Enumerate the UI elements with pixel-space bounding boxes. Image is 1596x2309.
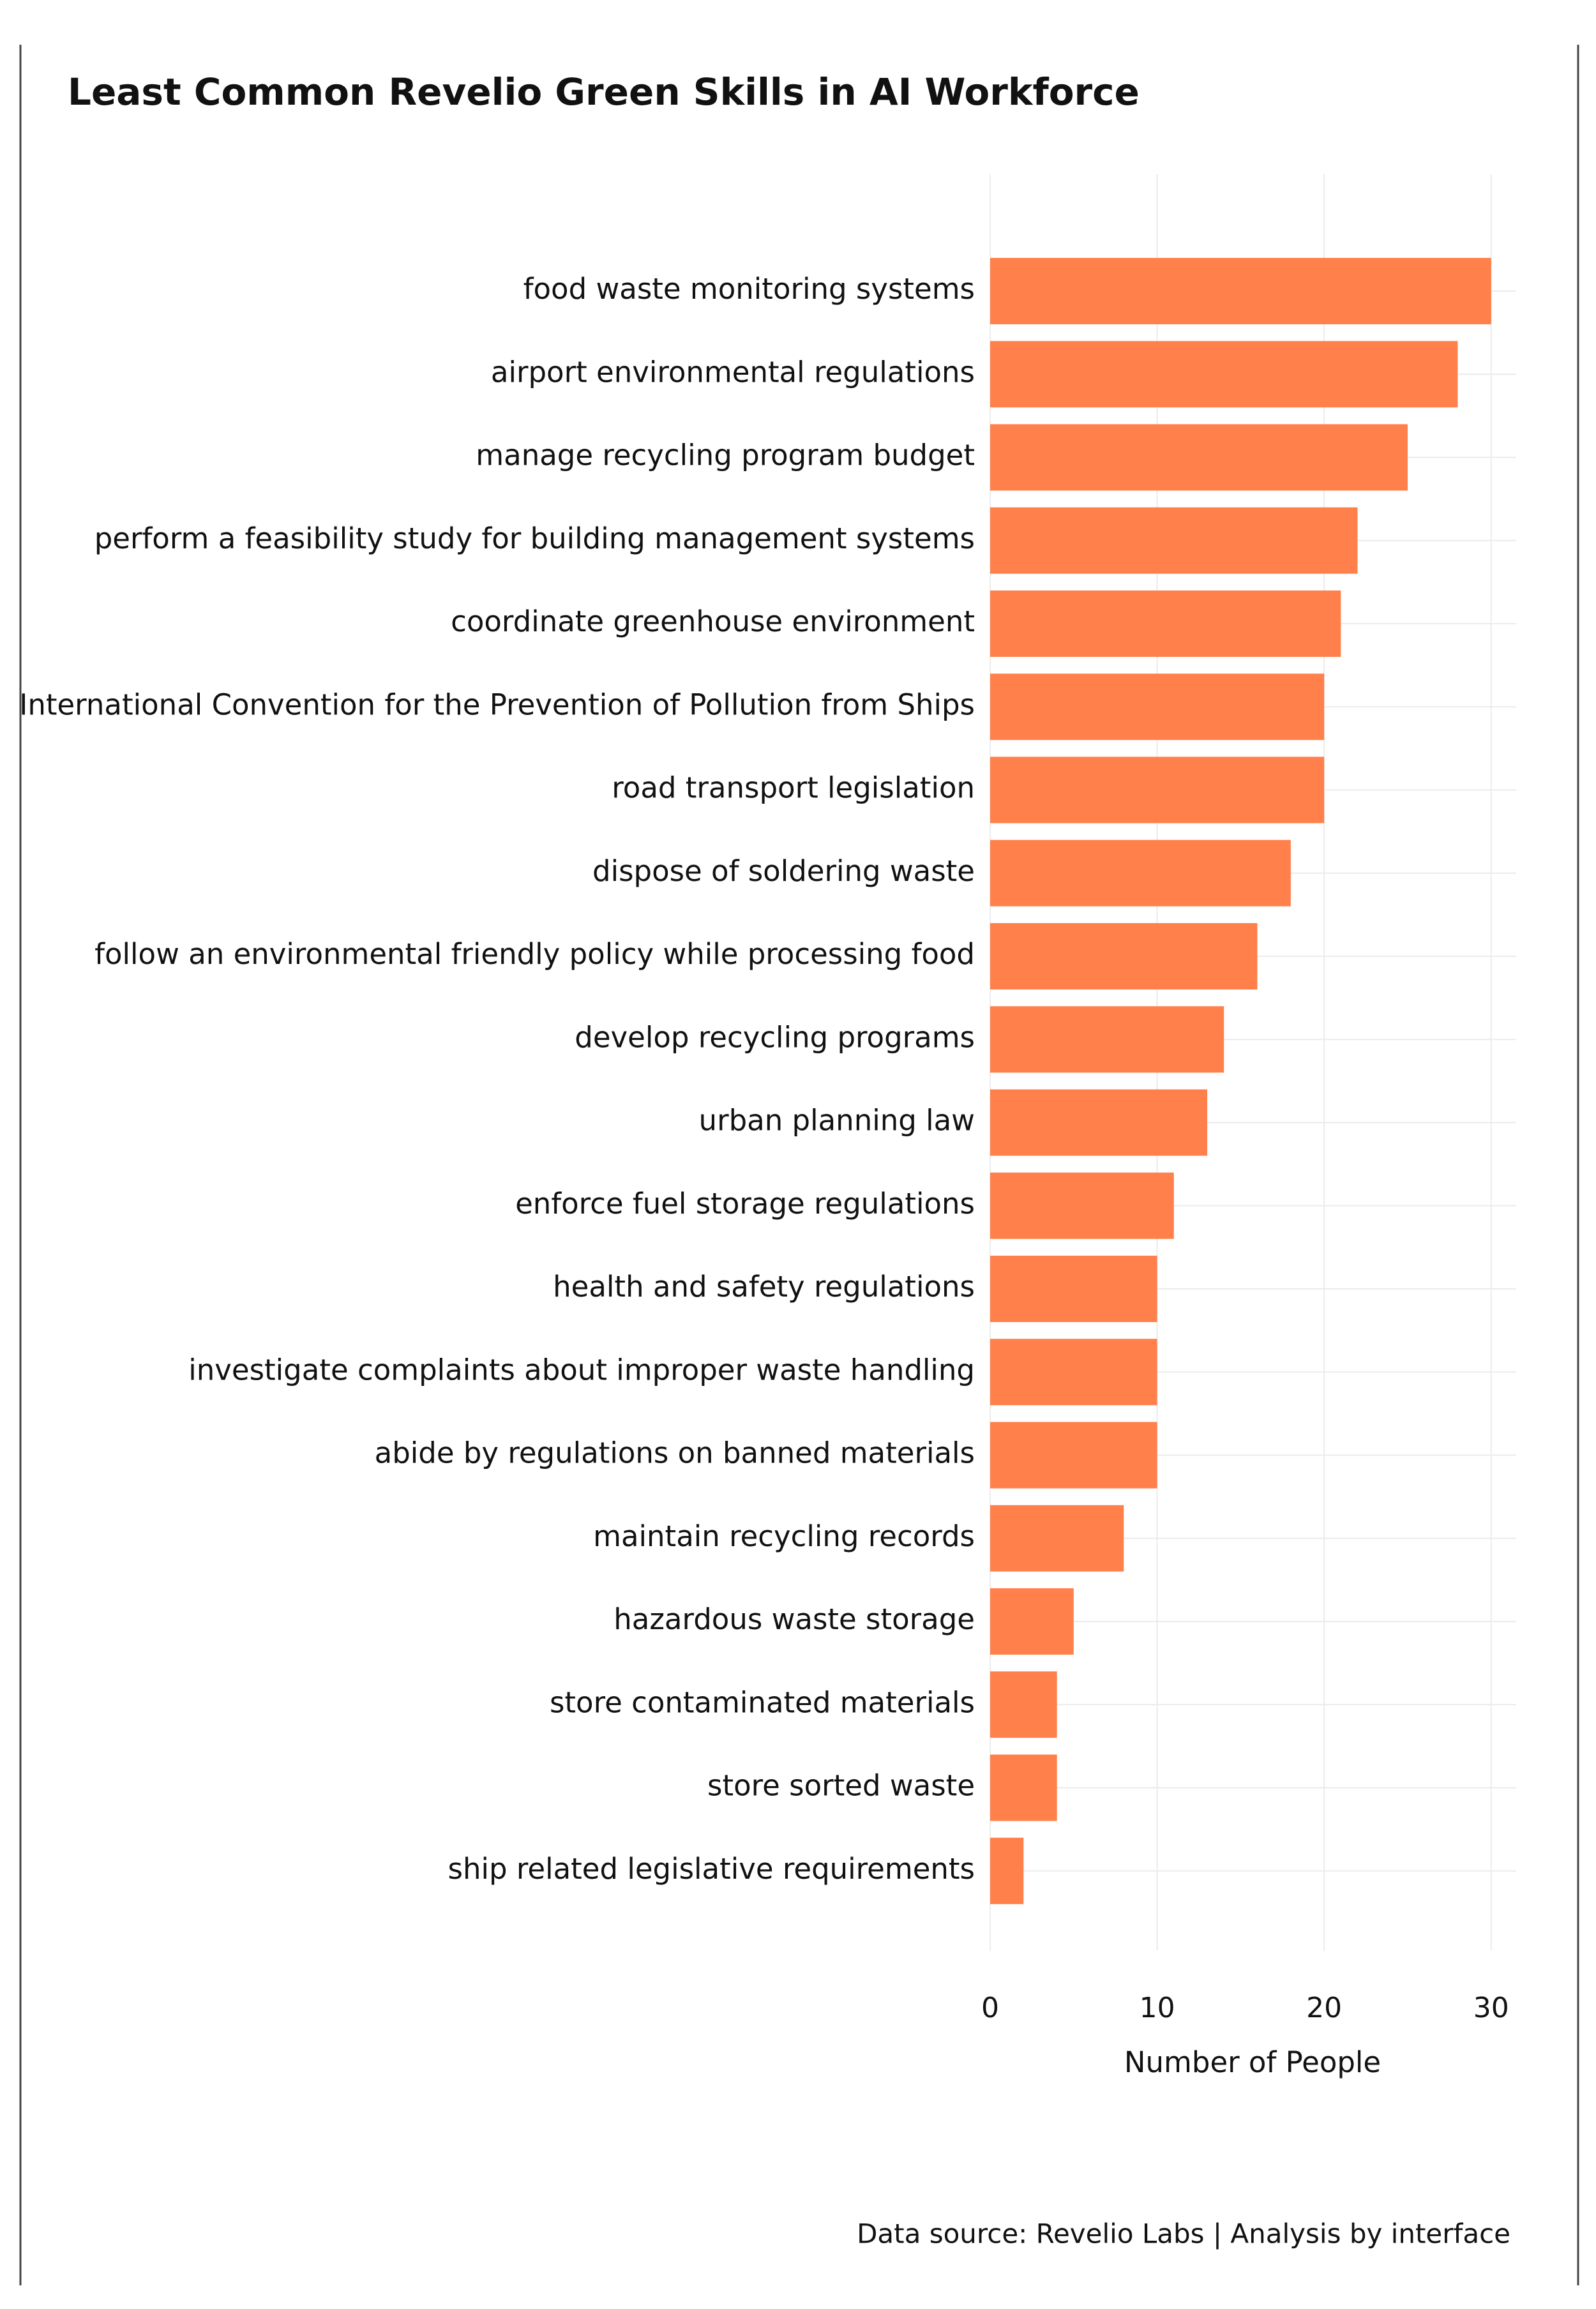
y-tick-label: urban planning law: [699, 1104, 975, 1138]
y-tick-label: International Convention for the Prevent…: [19, 688, 975, 721]
y-tick-label: perform a feasibility study for building…: [94, 522, 975, 555]
bar: [990, 341, 1458, 408]
bar: [990, 673, 1325, 741]
bar: [990, 1588, 1074, 1655]
bar: [990, 507, 1358, 574]
bar: [990, 1006, 1224, 1073]
y-tick-label: enforce fuel storage regulations: [515, 1187, 975, 1221]
bar: [990, 1089, 1208, 1156]
y-tick-label: store contaminated materials: [550, 1685, 975, 1719]
bar: [990, 1754, 1057, 1821]
x-axis-label: Number of People: [1124, 2045, 1381, 2079]
bar: [990, 756, 1325, 824]
y-tick-label: follow an environmental friendly policy …: [94, 937, 975, 971]
y-tick-label: airport environmental regulations: [491, 355, 975, 389]
bar: [990, 1172, 1174, 1239]
bar: [990, 1256, 1157, 1322]
bar: [990, 1671, 1057, 1738]
bar: [990, 1837, 1024, 1904]
chart-title: Least Common Revelio Green Skills in AI …: [68, 70, 1140, 114]
x-tick-label: 20: [1306, 1992, 1342, 2024]
y-tick-label: abide by regulations on banned materials: [375, 1436, 975, 1470]
bar: [990, 839, 1291, 906]
bar: [990, 1505, 1124, 1572]
y-tick-label: store sorted waste: [707, 1769, 975, 1803]
y-tick-label: coordinate greenhouse environment: [451, 605, 975, 638]
source-note: Data source: Revelio Labs | Analysis by …: [857, 2218, 1510, 2250]
y-tick-label: ship related legislative requirements: [448, 1852, 975, 1886]
y-tick-label: investigate complaints about improper wa…: [188, 1353, 975, 1387]
y-tick-label: dispose of soldering waste: [592, 854, 975, 888]
y-tick-label: hazardous waste storage: [614, 1602, 975, 1636]
bar: [990, 258, 1491, 324]
bar: [990, 1339, 1157, 1406]
y-tick-label: manage recycling program budget: [476, 439, 975, 472]
y-tick-label: develop recycling programs: [575, 1020, 975, 1054]
x-tick-label: 0: [981, 1992, 999, 2024]
bar: [990, 424, 1408, 491]
bar: [990, 590, 1341, 657]
x-tick-label: 10: [1140, 1992, 1175, 2024]
y-tick-label: maintain recycling records: [593, 1519, 975, 1553]
bar: [990, 1422, 1157, 1489]
bar: [990, 923, 1258, 989]
x-tick-label: 30: [1473, 1992, 1509, 2024]
y-tick-label: food waste monitoring systems: [523, 272, 975, 306]
y-tick-label: road transport legislation: [612, 771, 975, 805]
y-tick-label: health and safety regulations: [553, 1270, 975, 1304]
